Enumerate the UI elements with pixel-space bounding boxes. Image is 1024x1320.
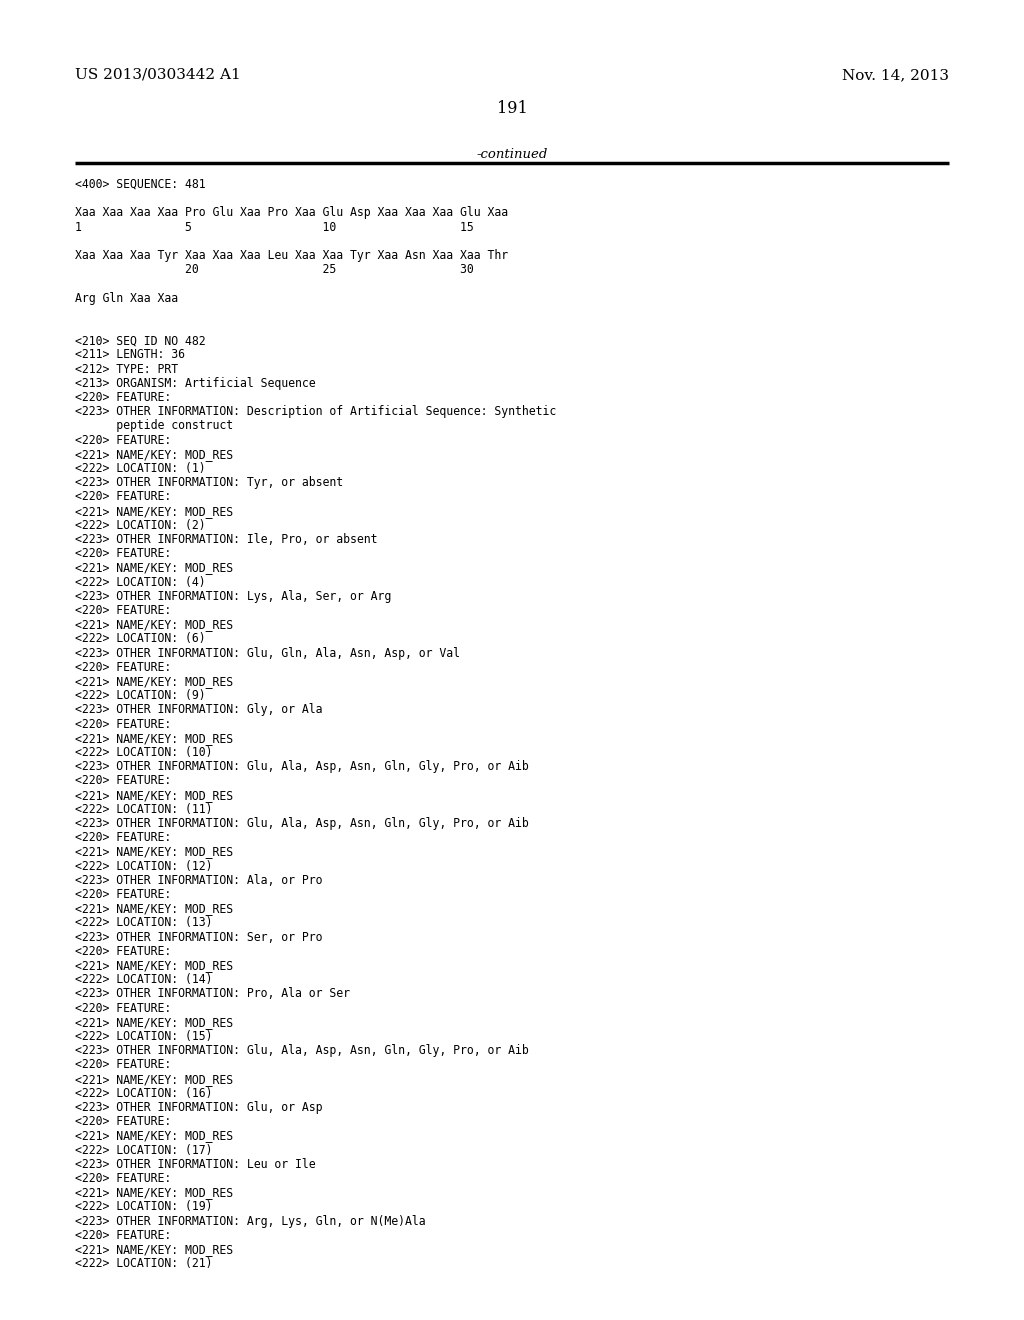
Text: <220> FEATURE:: <220> FEATURE: <box>75 832 171 845</box>
Text: <400> SEQUENCE: 481: <400> SEQUENCE: 481 <box>75 178 206 191</box>
Text: <223> OTHER INFORMATION: Glu, Gln, Ala, Asn, Asp, or Val: <223> OTHER INFORMATION: Glu, Gln, Ala, … <box>75 647 460 660</box>
Text: <222> LOCATION: (9): <222> LOCATION: (9) <box>75 689 206 702</box>
Text: <223> OTHER INFORMATION: Ala, or Pro: <223> OTHER INFORMATION: Ala, or Pro <box>75 874 323 887</box>
Text: <222> LOCATION: (11): <222> LOCATION: (11) <box>75 803 213 816</box>
Text: <223> OTHER INFORMATION: Leu or Ile: <223> OTHER INFORMATION: Leu or Ile <box>75 1158 315 1171</box>
Text: Xaa Xaa Xaa Xaa Pro Glu Xaa Pro Xaa Glu Asp Xaa Xaa Xaa Glu Xaa: Xaa Xaa Xaa Xaa Pro Glu Xaa Pro Xaa Glu … <box>75 206 508 219</box>
Text: <222> LOCATION: (13): <222> LOCATION: (13) <box>75 916 213 929</box>
Text: <221> NAME/KEY: MOD_RES: <221> NAME/KEY: MOD_RES <box>75 1130 233 1142</box>
Text: <212> TYPE: PRT: <212> TYPE: PRT <box>75 363 178 376</box>
Text: <223> OTHER INFORMATION: Gly, or Ala: <223> OTHER INFORMATION: Gly, or Ala <box>75 704 323 717</box>
Text: <221> NAME/KEY: MOD_RES: <221> NAME/KEY: MOD_RES <box>75 902 233 915</box>
Text: <222> LOCATION: (4): <222> LOCATION: (4) <box>75 576 206 589</box>
Text: <221> NAME/KEY: MOD_RES: <221> NAME/KEY: MOD_RES <box>75 1016 233 1028</box>
Text: <222> LOCATION: (21): <222> LOCATION: (21) <box>75 1257 213 1270</box>
Text: <223> OTHER INFORMATION: Glu, Ala, Asp, Asn, Gln, Gly, Pro, or Aib: <223> OTHER INFORMATION: Glu, Ala, Asp, … <box>75 760 528 774</box>
Text: <220> FEATURE:: <220> FEATURE: <box>75 1115 171 1129</box>
Text: Arg Gln Xaa Xaa: Arg Gln Xaa Xaa <box>75 292 178 305</box>
Text: <223> OTHER INFORMATION: Tyr, or absent: <223> OTHER INFORMATION: Tyr, or absent <box>75 477 343 490</box>
Text: <221> NAME/KEY: MOD_RES: <221> NAME/KEY: MOD_RES <box>75 845 233 858</box>
Text: -continued: -continued <box>476 148 548 161</box>
Text: <221> NAME/KEY: MOD_RES: <221> NAME/KEY: MOD_RES <box>75 788 233 801</box>
Text: <220> FEATURE:: <220> FEATURE: <box>75 491 171 503</box>
Text: <213> ORGANISM: Artificial Sequence: <213> ORGANISM: Artificial Sequence <box>75 376 315 389</box>
Text: <221> NAME/KEY: MOD_RES: <221> NAME/KEY: MOD_RES <box>75 731 233 744</box>
Text: Nov. 14, 2013: Nov. 14, 2013 <box>843 69 949 82</box>
Text: <222> LOCATION: (6): <222> LOCATION: (6) <box>75 632 206 645</box>
Text: <221> NAME/KEY: MOD_RES: <221> NAME/KEY: MOD_RES <box>75 960 233 972</box>
Text: <221> NAME/KEY: MOD_RES: <221> NAME/KEY: MOD_RES <box>75 675 233 688</box>
Text: <220> FEATURE:: <220> FEATURE: <box>75 548 171 560</box>
Text: <223> OTHER INFORMATION: Glu, Ala, Asp, Asn, Gln, Gly, Pro, or Aib: <223> OTHER INFORMATION: Glu, Ala, Asp, … <box>75 817 528 830</box>
Text: <220> FEATURE:: <220> FEATURE: <box>75 1229 171 1242</box>
Text: 1               5                   10                  15: 1 5 10 15 <box>75 220 474 234</box>
Text: <221> NAME/KEY: MOD_RES: <221> NAME/KEY: MOD_RES <box>75 1187 233 1199</box>
Text: <222> LOCATION: (17): <222> LOCATION: (17) <box>75 1143 213 1156</box>
Text: <211> LENGTH: 36: <211> LENGTH: 36 <box>75 348 185 362</box>
Text: <222> LOCATION: (1): <222> LOCATION: (1) <box>75 462 206 475</box>
Text: <221> NAME/KEY: MOD_RES: <221> NAME/KEY: MOD_RES <box>75 1073 233 1085</box>
Text: <222> LOCATION: (10): <222> LOCATION: (10) <box>75 746 213 759</box>
Text: peptide construct: peptide construct <box>75 420 233 433</box>
Text: <223> OTHER INFORMATION: Glu, Ala, Asp, Asn, Gln, Gly, Pro, or Aib: <223> OTHER INFORMATION: Glu, Ala, Asp, … <box>75 1044 528 1057</box>
Text: <223> OTHER INFORMATION: Description of Artificial Sequence: Synthetic: <223> OTHER INFORMATION: Description of … <box>75 405 556 418</box>
Text: 20                  25                  30: 20 25 30 <box>75 263 474 276</box>
Text: <222> LOCATION: (19): <222> LOCATION: (19) <box>75 1200 213 1213</box>
Text: US 2013/0303442 A1: US 2013/0303442 A1 <box>75 69 241 82</box>
Text: <220> FEATURE:: <220> FEATURE: <box>75 1002 171 1015</box>
Text: <220> FEATURE:: <220> FEATURE: <box>75 433 171 446</box>
Text: <221> NAME/KEY: MOD_RES: <221> NAME/KEY: MOD_RES <box>75 561 233 574</box>
Text: <222> LOCATION: (16): <222> LOCATION: (16) <box>75 1086 213 1100</box>
Text: 191: 191 <box>497 100 527 117</box>
Text: <210> SEQ ID NO 482: <210> SEQ ID NO 482 <box>75 334 206 347</box>
Text: <222> LOCATION: (14): <222> LOCATION: (14) <box>75 973 213 986</box>
Text: <223> OTHER INFORMATION: Lys, Ala, Ser, or Arg: <223> OTHER INFORMATION: Lys, Ala, Ser, … <box>75 590 391 603</box>
Text: <223> OTHER INFORMATION: Arg, Lys, Gln, or N(Me)Ala: <223> OTHER INFORMATION: Arg, Lys, Gln, … <box>75 1214 426 1228</box>
Text: <223> OTHER INFORMATION: Glu, or Asp: <223> OTHER INFORMATION: Glu, or Asp <box>75 1101 323 1114</box>
Text: <220> FEATURE:: <220> FEATURE: <box>75 1059 171 1072</box>
Text: <221> NAME/KEY: MOD_RES: <221> NAME/KEY: MOD_RES <box>75 618 233 631</box>
Text: <221> NAME/KEY: MOD_RES: <221> NAME/KEY: MOD_RES <box>75 504 233 517</box>
Text: <222> LOCATION: (15): <222> LOCATION: (15) <box>75 1030 213 1043</box>
Text: <220> FEATURE:: <220> FEATURE: <box>75 945 171 958</box>
Text: <223> OTHER INFORMATION: Ser, or Pro: <223> OTHER INFORMATION: Ser, or Pro <box>75 931 323 944</box>
Text: <220> FEATURE:: <220> FEATURE: <box>75 775 171 788</box>
Text: <221> NAME/KEY: MOD_RES: <221> NAME/KEY: MOD_RES <box>75 447 233 461</box>
Text: <220> FEATURE:: <220> FEATURE: <box>75 1172 171 1185</box>
Text: <222> LOCATION: (2): <222> LOCATION: (2) <box>75 519 206 532</box>
Text: <220> FEATURE:: <220> FEATURE: <box>75 888 171 902</box>
Text: <221> NAME/KEY: MOD_RES: <221> NAME/KEY: MOD_RES <box>75 1243 233 1257</box>
Text: <220> FEATURE:: <220> FEATURE: <box>75 391 171 404</box>
Text: Xaa Xaa Xaa Tyr Xaa Xaa Xaa Leu Xaa Xaa Tyr Xaa Asn Xaa Xaa Thr: Xaa Xaa Xaa Tyr Xaa Xaa Xaa Leu Xaa Xaa … <box>75 249 508 261</box>
Text: <220> FEATURE:: <220> FEATURE: <box>75 605 171 616</box>
Text: <220> FEATURE:: <220> FEATURE: <box>75 718 171 730</box>
Text: <223> OTHER INFORMATION: Ile, Pro, or absent: <223> OTHER INFORMATION: Ile, Pro, or ab… <box>75 533 378 546</box>
Text: <223> OTHER INFORMATION: Pro, Ala or Ser: <223> OTHER INFORMATION: Pro, Ala or Ser <box>75 987 350 1001</box>
Text: <222> LOCATION: (12): <222> LOCATION: (12) <box>75 859 213 873</box>
Text: <220> FEATURE:: <220> FEATURE: <box>75 661 171 673</box>
